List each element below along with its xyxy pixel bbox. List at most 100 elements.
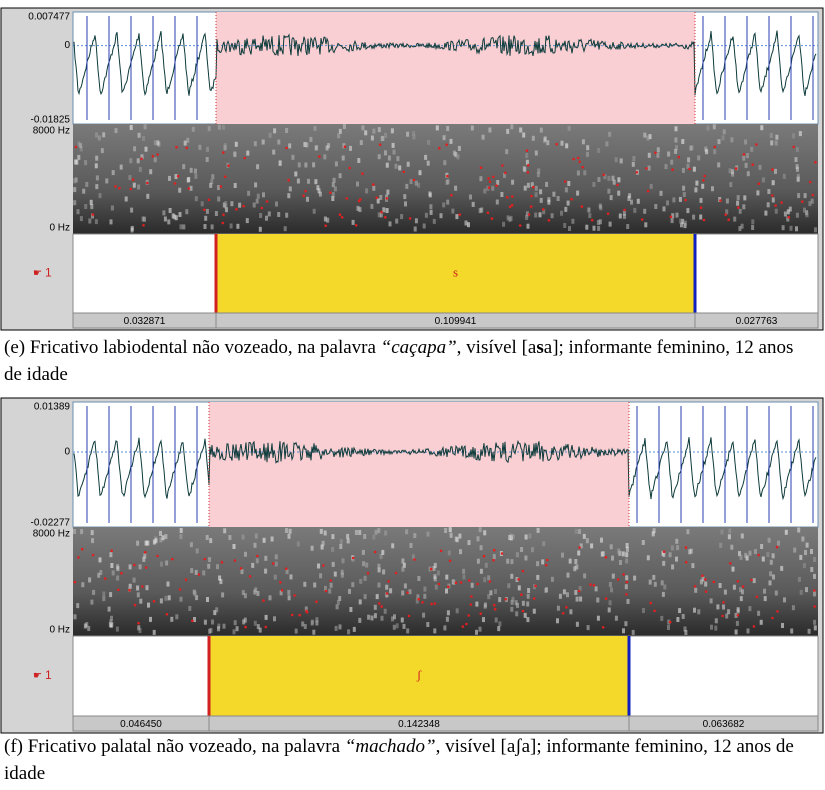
spectrogram-speck <box>359 140 363 146</box>
spectrogram-speck <box>408 589 412 595</box>
spectrogram-speck <box>217 623 221 629</box>
formant-dot <box>625 580 629 584</box>
spectrogram-speck <box>740 223 744 229</box>
spectrogram-speck <box>592 181 596 187</box>
formant-dot <box>227 164 230 167</box>
spectrogram-speck <box>769 559 773 565</box>
spectrogram-speck <box>598 219 602 225</box>
spectrogram-speck <box>471 201 475 207</box>
spectrogram-speck <box>805 542 809 548</box>
spectrogram-speck <box>534 212 538 218</box>
spectrogram-speck <box>207 563 211 569</box>
spectrogram-speck <box>588 213 592 219</box>
spectrogram-speck <box>454 185 458 191</box>
formant-dot <box>103 577 107 580</box>
spectrogram-speck <box>388 221 392 227</box>
spectrogram-speck <box>129 125 133 130</box>
spectrogram-speck <box>296 178 300 184</box>
spectrogram-speck <box>503 172 506 178</box>
spectrogram-speck <box>594 586 598 592</box>
spectrogram-speck <box>225 207 228 213</box>
spectrogram-speck <box>545 181 549 187</box>
formant-dot <box>222 151 225 154</box>
spectrogram-speck <box>384 530 388 536</box>
spectrogram-speck <box>340 572 344 578</box>
formant-dot <box>110 549 113 553</box>
spectrogram-speck <box>385 208 389 213</box>
spectrogram-speck <box>784 529 788 535</box>
spectrogram-speck <box>668 552 672 558</box>
spectrogram-speck <box>470 125 474 131</box>
spectrogram-speck <box>647 165 651 171</box>
spectrogram-speck <box>614 157 618 163</box>
spectrogram-speck <box>94 163 98 169</box>
spectrogram-speck <box>314 145 318 151</box>
spectrogram-speck <box>759 619 763 625</box>
spectrogram-speck <box>608 582 612 587</box>
formant-dot <box>486 211 490 214</box>
spectrogram-speck <box>586 625 590 631</box>
formant-dot <box>146 181 149 185</box>
spectrogram-speck <box>509 533 513 539</box>
spectrogram-speck <box>805 212 809 218</box>
spectrogram-speck <box>335 604 339 610</box>
spectrogram-speck <box>756 190 760 196</box>
spectrogram-speck <box>179 528 183 533</box>
spectrogram-speck <box>406 161 410 167</box>
spectrogram-speck <box>116 566 120 572</box>
spectrogram-speck <box>136 158 140 164</box>
spectrogram-speck <box>351 556 355 562</box>
spectrogram-speck <box>339 539 343 545</box>
spectrogram-speck <box>241 534 245 540</box>
formant-dot <box>77 556 80 559</box>
spectrogram-speck <box>813 591 816 597</box>
formant-dot <box>532 185 535 189</box>
spectrogram-speck <box>684 630 688 635</box>
formant-dot <box>385 592 389 595</box>
spectrogram-speck <box>211 619 214 625</box>
spectrogram-speck <box>786 209 790 215</box>
spectrogram-speck <box>664 164 668 170</box>
spectrogram-speck <box>133 146 137 152</box>
spectrogram-speck <box>77 141 81 147</box>
formant-dot <box>750 578 753 582</box>
spectrogram-speck <box>364 130 368 136</box>
formant-dot <box>645 167 648 170</box>
spectrogram-speck <box>142 136 145 141</box>
spectrogram-speck <box>742 155 746 161</box>
formant-dot <box>340 216 344 219</box>
spectrogram-speck <box>455 214 459 220</box>
formant-dot <box>302 194 305 197</box>
spectrogram-speck <box>699 214 703 220</box>
spectrogram-speck <box>511 596 515 602</box>
spectrogram-speck <box>110 563 114 568</box>
spectrogram-speck <box>469 194 472 200</box>
spectrogram-speck <box>662 552 666 558</box>
spectrogram-speck <box>710 624 713 630</box>
spectrogram-speck <box>136 540 140 546</box>
spectrogram-speck <box>194 196 198 202</box>
spectrogram-speck <box>346 533 350 539</box>
formant-dot <box>413 558 416 561</box>
spectrogram-speck <box>310 545 314 551</box>
spectrogram-speck <box>492 554 496 560</box>
spectrogram-speck <box>370 203 374 209</box>
spectrogram-speck <box>222 623 226 629</box>
spectrogram-speck <box>794 157 798 163</box>
spectrogram-speck <box>188 605 192 611</box>
waveform <box>73 30 817 96</box>
spectrogram-speck <box>235 626 239 632</box>
spectrogram-speck <box>204 215 208 221</box>
spectrogram-speck <box>321 540 325 546</box>
spectrogram-speck <box>761 556 765 562</box>
spectrogram-speck <box>810 198 814 204</box>
spectrogram-speck <box>445 588 448 594</box>
spectrogram-speck <box>459 549 462 555</box>
formant-dot <box>91 553 95 557</box>
spectrogram-speck <box>733 216 737 222</box>
spectrogram-speck <box>422 612 426 618</box>
spectrogram-speck <box>254 533 258 539</box>
spectrogram-speck <box>484 602 487 608</box>
spectrogram-speck <box>526 601 530 607</box>
spectrogram-speck <box>744 552 748 558</box>
